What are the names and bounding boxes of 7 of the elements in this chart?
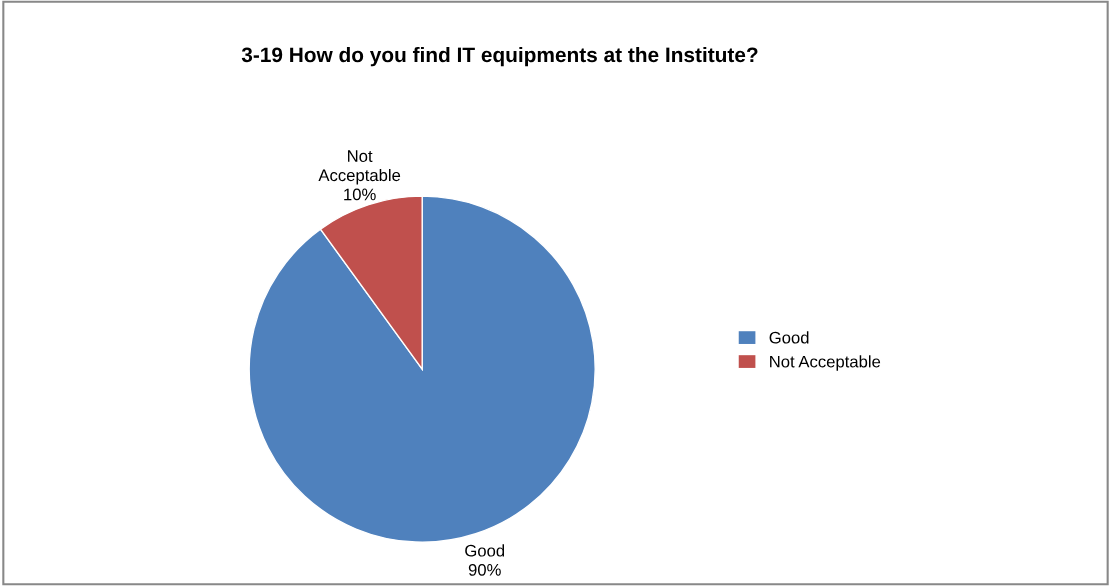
legend-label: Not Acceptable	[770, 355, 881, 371]
data-label: 90%	[468, 563, 501, 576]
chart-title: 3-19 How do you find IT equipments at the Institute?	[241, 46, 758, 67]
slice-label: Good	[465, 544, 505, 557]
legend-label: Good	[769, 331, 809, 344]
slice-label: Not Acceptable	[318, 150, 401, 185]
data-label: 10%	[344, 188, 376, 201]
